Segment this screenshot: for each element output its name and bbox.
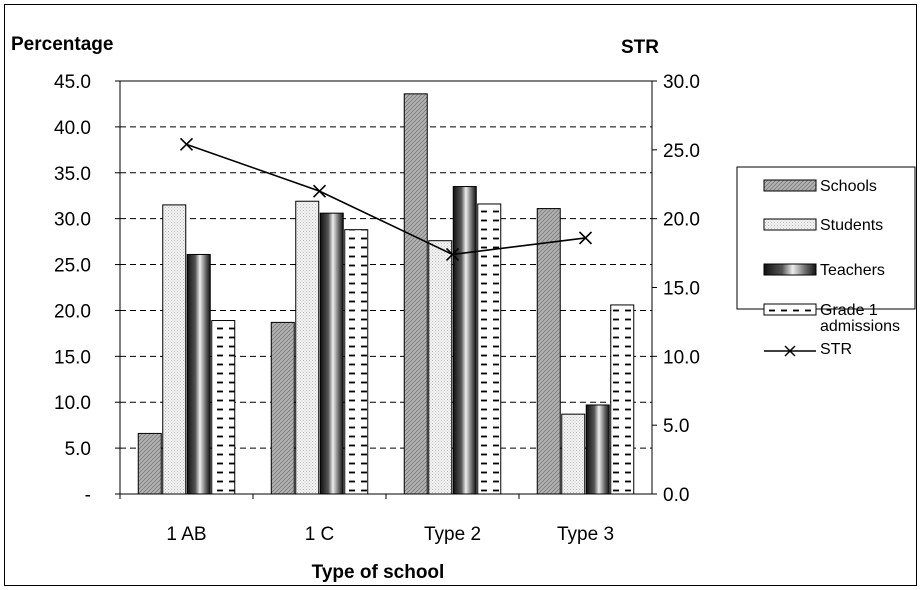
bar-grade-1-admissions [610, 304, 635, 495]
legend-swatch-teachers [763, 263, 817, 276]
legend-label-students: Students [820, 217, 883, 234]
legend-label-str: STR [820, 341, 852, 358]
y-tick-label: 5.0 [65, 439, 91, 460]
y-tick-label: 20.0 [54, 301, 91, 322]
str-point [179, 137, 194, 151]
bar-schools [137, 432, 162, 495]
bar-grade-1-admissions [477, 203, 502, 495]
legend-label-teachers: Teachers [820, 262, 885, 279]
bar-students [428, 240, 453, 495]
bar-teachers [319, 212, 344, 495]
x-axis-title: Type of school [312, 562, 445, 583]
axis-ticks: - 5.0 10.0 15.0 20.0 25.0 30.0 35.0 40.0 45.0 0.0 5… [54, 72, 700, 545]
y-tick-label: - [85, 485, 91, 506]
y2-tick-label: 25.0 [663, 141, 700, 162]
bar-teachers [186, 253, 211, 495]
y2-tick-label: 30.0 [663, 72, 700, 93]
x-tick-label: Type 3 [557, 524, 614, 545]
bars [137, 93, 635, 495]
str-point [445, 247, 460, 262]
legend-label-grade1-line2: admissions [820, 318, 900, 335]
y2-tick-label: 20.0 [663, 210, 700, 231]
legend-label-schools: Schools [820, 178, 877, 195]
legend-label-grade1: Grade 1 admissions [820, 302, 900, 335]
str-point [578, 231, 593, 245]
y-tick-label: 40.0 [54, 118, 91, 139]
y-tick-label: 15.0 [54, 347, 91, 368]
y2-tick-label: 5.0 [663, 416, 689, 437]
bar-students [295, 200, 320, 495]
y-tick-label: 35.0 [54, 164, 91, 185]
y-tick-label: 10.0 [54, 393, 91, 414]
legend-swatch-schools [763, 179, 817, 192]
legend-swatch-students [763, 218, 817, 231]
x-tick-label: Type 2 [424, 524, 481, 545]
y-tick-label: 45.0 [54, 72, 91, 93]
legend-label-grade1-line1: Grade 1 [820, 302, 878, 319]
y-tick-label: 30.0 [54, 210, 91, 231]
str-line [186, 143, 586, 256]
y2-axis-title: STR [621, 37, 659, 58]
legend: Schools Students Teachers Grade 1 admiss… [736, 166, 916, 358]
y2-tick-label: 15.0 [663, 279, 700, 300]
bar-grade-1-admissions [211, 320, 236, 495]
y2-tick-label: 10.0 [663, 347, 700, 368]
bar-students [162, 204, 187, 495]
x-tick-label: 1 C [305, 524, 335, 545]
str-line-series [179, 137, 593, 262]
str-point [312, 184, 327, 198]
bar-students [561, 413, 586, 495]
x-tick-label: 1 AB [166, 524, 206, 545]
bar-teachers [452, 186, 477, 495]
y2-tick-label: 0.0 [663, 485, 689, 506]
bar-teachers [585, 404, 610, 495]
bar-schools [270, 321, 295, 495]
bar-schools [536, 208, 561, 495]
bar-grade-1-admissions [344, 229, 369, 495]
y-tick-label: 25.0 [54, 256, 91, 277]
bar-schools [403, 93, 428, 495]
y-axis-title: Percentage [11, 34, 113, 55]
legend-swatch-grade1 [763, 303, 817, 316]
legend-swatch-str-marker [784, 345, 796, 357]
